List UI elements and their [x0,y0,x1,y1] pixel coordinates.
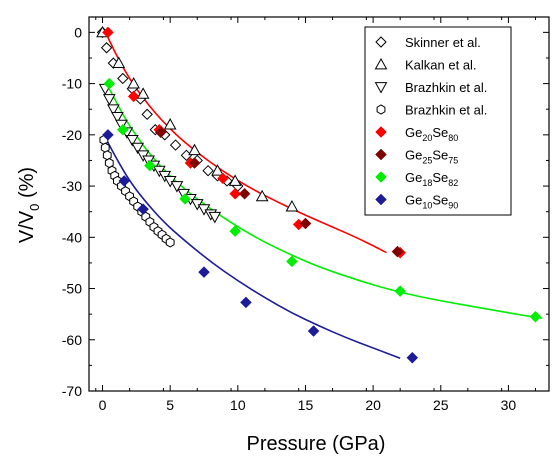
y-tick-label-4: -40 [62,229,82,245]
series-6-point-7 [529,310,542,323]
series-1-point-8 [255,189,269,202]
data-points [96,25,542,364]
x-tick-label-4: 20 [365,397,381,413]
series-4-point-0 [102,26,114,39]
series-2-point-6 [125,135,139,147]
legend-label-3: Brazhkin et al. [405,103,487,118]
x-tick-label-3: 15 [298,397,314,413]
series-1-point-9 [285,200,299,212]
y-tick-label-6: -60 [62,332,82,348]
series-6-point-0 [103,77,116,90]
y-tick-label-1: -10 [62,76,82,92]
legend-label-0: Skinner et al. [405,35,481,50]
legend-box [364,26,512,216]
series-1-point-2 [127,77,140,89]
fit-curve-7 [105,139,401,359]
series-1-point-6 [211,164,224,176]
series-1-point-1 [112,56,126,69]
series-7-point-5 [307,325,320,337]
series-6-point-6 [394,285,407,297]
series-2-point-20 [208,211,222,224]
series-1-point-5 [188,143,201,156]
y-tick-label-2: -20 [62,127,82,143]
series-1-point-7 [228,174,242,186]
series-0-point-1 [100,42,113,54]
series-3-point-19 [165,237,175,248]
series-2-point-14 [170,181,184,193]
y-tick-label-0: 0 [74,24,82,40]
series-1-point-4 [163,118,177,130]
series-1-point-3 [136,87,150,99]
series-5-point-4 [391,245,404,258]
legend-label-6: Ge18Se82 [405,170,458,188]
series-6-point-1 [116,123,129,136]
legend-marker-2 [374,82,388,94]
series-4-point-1 [127,90,140,103]
legend-label-7: Ge10Se90 [405,193,458,211]
x-tick-label-2: 10 [230,397,246,413]
series-7-point-3 [198,266,210,278]
legend-marker-4 [375,126,387,138]
legend-label-1: Kalkan et al. [405,58,477,73]
series-0-point-9 [169,139,182,151]
x-axis-title: Pressure (GPa) [247,433,386,455]
series-2-point-3 [111,112,124,124]
series-5-point-2 [238,187,251,200]
legend: Skinner et al. Kalkan et al. Brazhkin et a… [364,26,512,216]
series-7-point-4 [240,296,252,309]
series-7-point-6 [406,351,419,364]
series-0-point-3 [117,72,129,85]
axis-ticks [89,17,549,392]
series-6-point-3 [179,193,191,205]
legend-label-4: Ge20Se80 [405,125,458,143]
series-7-point-2 [137,203,149,215]
series-0-point-6 [141,108,153,121]
y-tick-label-7: -70 [62,383,82,399]
legend-marker-7 [375,193,387,206]
y-axis-title: V/V0 (%) [16,167,42,243]
x-tick-label-5: 25 [433,397,449,413]
series-4-point-4 [217,172,229,185]
series-7-point-0 [102,128,114,141]
y-tick-label-5: -50 [62,281,82,297]
legend-marker-0 [375,36,387,48]
series-2-point-1 [102,94,116,106]
plot-frame [88,16,550,392]
x-tick-label-0: 0 [99,397,107,413]
series-7-point-1 [118,175,131,187]
legend-label-5: Ge25Se75 [405,148,458,166]
legend-marker-1 [374,57,388,70]
tick-labels: 0 5 10 15 20 25 30 0 -10 -20 -30 -40 -50 -60 -70 [62,24,517,413]
legend-marker-6 [375,171,387,183]
series-5-point-1 [188,157,201,169]
series-5-point-0 [154,126,167,139]
series-6-point-5 [286,255,298,268]
series-2-point-2 [107,104,120,116]
legend-marker-3 [376,104,386,115]
y-tick-label-3: -30 [62,178,82,194]
series-0-point-12 [202,164,214,177]
legend-label-2: Brazhkin et al. [405,80,487,95]
series-5-point-3 [299,217,312,230]
series-6-point-4 [229,225,241,238]
series-4-point-5 [229,187,241,200]
x-tick-label-6: 30 [501,397,517,413]
legend-marker-5 [375,148,387,161]
series-2-point-7 [131,142,145,155]
x-tick-label-1: 5 [166,397,174,413]
series-2-point-4 [115,119,128,132]
series-6-point-2 [144,159,156,172]
